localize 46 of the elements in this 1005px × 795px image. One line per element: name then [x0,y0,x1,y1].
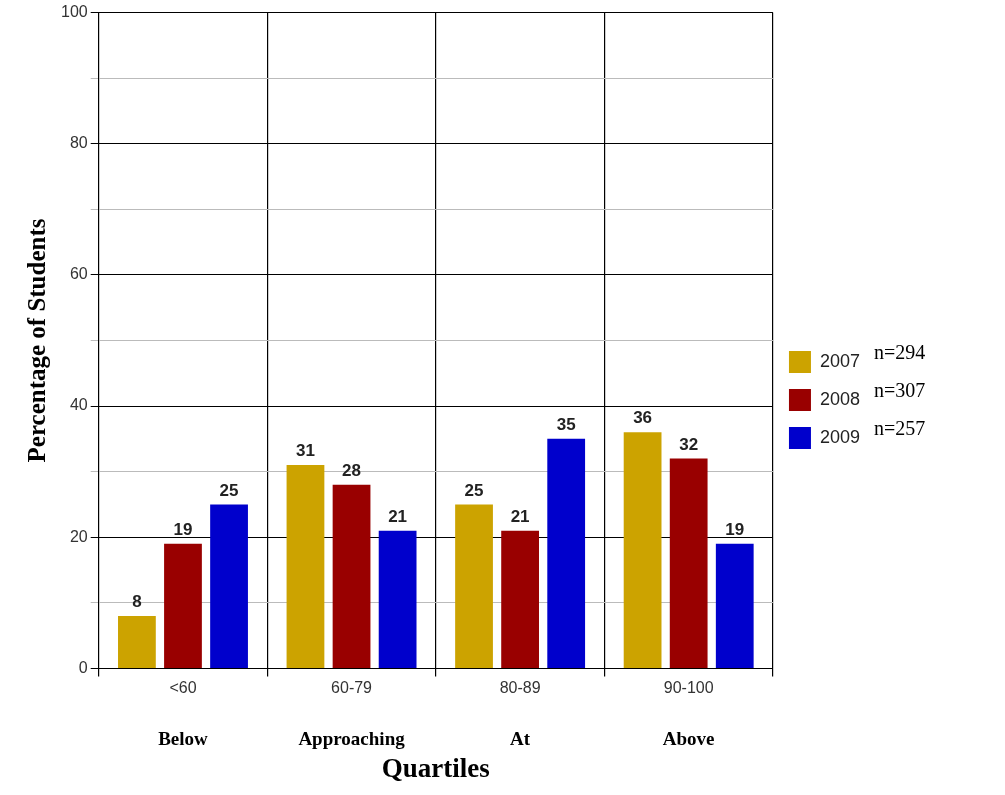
bar [210,504,248,668]
legend-label: 2009 [819,426,860,447]
text: At [510,728,531,750]
text: Below [158,728,209,750]
text: n=257 [874,417,926,440]
bar [501,530,539,668]
bar [332,484,371,668]
bar [669,458,708,668]
data-label: 28 [342,460,361,480]
data-label: 31 [296,441,315,461]
data-label: 19 [173,519,193,539]
x-tick-label: <60 [169,679,197,697]
x-tick-label: 60-79 [331,679,373,697]
bar [623,432,662,668]
data-label: 36 [633,408,653,428]
data-label: 25 [464,480,484,500]
y-tick-label: 100 [60,3,88,21]
bar [547,438,586,668]
y-tick-label: 40 [69,396,88,414]
legend-label: 2007 [819,350,860,371]
x-axis-title: Quartiles [381,752,490,783]
bar [715,543,754,668]
text: n=294 [874,341,926,364]
data-label: 32 [679,434,699,454]
bar [378,530,417,668]
legend-label: 2008 [819,388,860,409]
y-tick-label: 20 [69,527,88,545]
text: Approaching [298,728,406,750]
data-label: 21 [388,506,408,526]
bar [455,504,493,668]
data-label: 19 [725,519,745,539]
bar [164,543,202,668]
text: n=307 [874,379,926,402]
x-tick-label: 90-100 [663,679,714,697]
y-tick-label: 0 [78,658,88,676]
bar [286,465,325,668]
data-label: 25 [219,480,239,500]
text: Above [662,728,715,750]
data-label: 8 [132,592,142,612]
y-tick-label: 60 [69,265,88,283]
data-label: 35 [556,415,576,435]
y-axis-title: Percentage of Students [23,218,51,463]
x-tick-label: 80-89 [499,679,541,697]
data-label: 21 [510,506,530,526]
bar [118,615,156,668]
y-tick-label: 80 [69,134,88,152]
